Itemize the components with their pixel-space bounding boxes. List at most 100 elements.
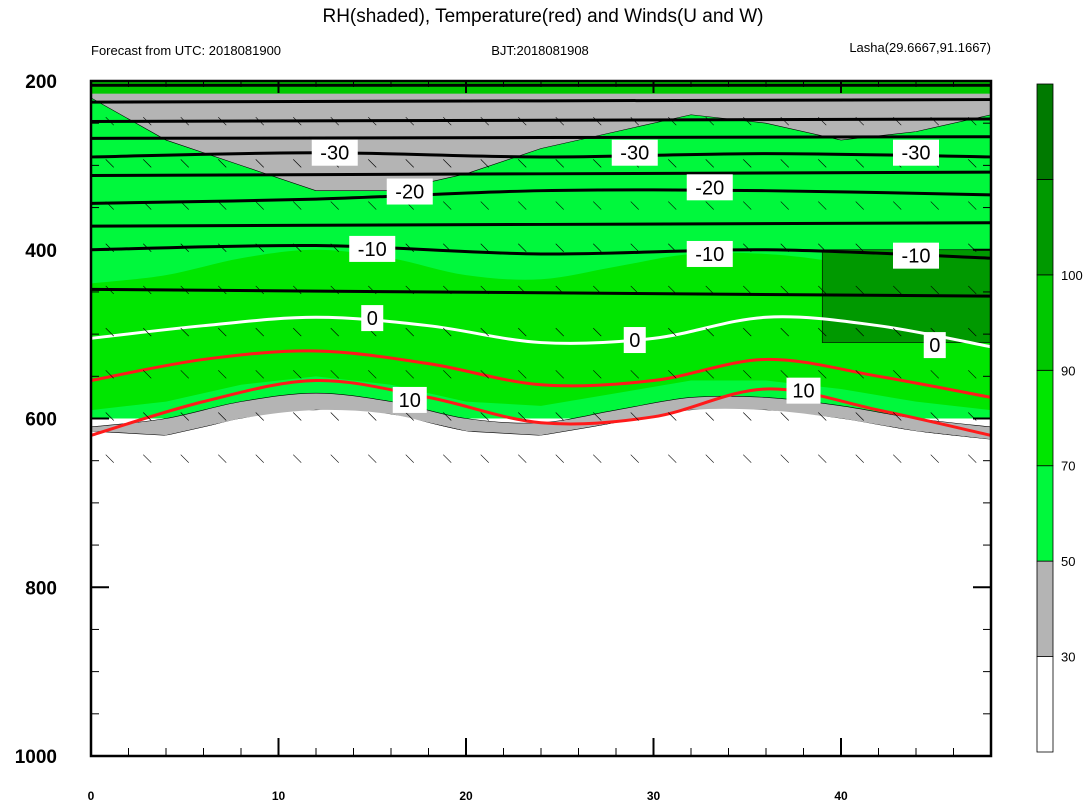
colorbar-label: 30 bbox=[1061, 650, 1075, 665]
wind-barb bbox=[405, 116, 414, 126]
wind-barb bbox=[368, 159, 377, 168]
wind-barb bbox=[105, 243, 114, 252]
wind-barb bbox=[968, 116, 977, 126]
wind-barb bbox=[668, 116, 677, 126]
contour-label: 0 bbox=[629, 330, 640, 352]
wind-barb bbox=[818, 285, 827, 295]
wind-barb bbox=[593, 412, 602, 421]
wind-barb bbox=[105, 285, 114, 295]
wind-barb bbox=[818, 159, 827, 168]
wind-barb bbox=[105, 201, 114, 210]
terrain-mask bbox=[91, 408, 991, 756]
wind-barb bbox=[968, 285, 977, 295]
wind-barb bbox=[930, 285, 939, 295]
wind-barb bbox=[743, 327, 752, 337]
contour-label: -30 bbox=[320, 143, 349, 165]
x-tick-label: 10 bbox=[272, 789, 286, 803]
wind-barb bbox=[480, 116, 489, 126]
wind-barb bbox=[443, 201, 452, 210]
wind-barb bbox=[743, 285, 752, 295]
wind-barb bbox=[143, 370, 152, 379]
contour-label: 10 bbox=[399, 390, 421, 412]
wind-barb bbox=[480, 201, 489, 210]
wind-barb bbox=[480, 243, 489, 252]
wind-barb bbox=[780, 412, 789, 421]
wind-barb bbox=[780, 327, 789, 337]
wind-barb bbox=[143, 412, 152, 421]
wind-barb bbox=[705, 116, 714, 126]
colorbar-label: 100 bbox=[1061, 268, 1083, 283]
wind-barb bbox=[855, 370, 864, 379]
wind-barb bbox=[443, 116, 452, 126]
colorbar-swatch bbox=[1036, 465, 1054, 562]
wind-barb bbox=[818, 116, 827, 126]
wind-barb bbox=[443, 159, 452, 168]
wind-barb bbox=[405, 285, 414, 295]
contour-label: -30 bbox=[620, 143, 649, 165]
wind-barb bbox=[480, 327, 489, 337]
wind-barb bbox=[443, 243, 452, 252]
wind-barb bbox=[930, 454, 939, 463]
wind-barb bbox=[218, 370, 227, 379]
wind-barb bbox=[480, 412, 489, 421]
wind-barb bbox=[593, 327, 602, 337]
wind-barb bbox=[143, 327, 152, 337]
colorbar-swatch bbox=[1036, 83, 1054, 180]
wind-barb bbox=[518, 159, 527, 168]
y-tick-label: 200 bbox=[25, 72, 57, 93]
wind-barb bbox=[518, 201, 527, 210]
wind-barb bbox=[668, 201, 677, 210]
wind-barb bbox=[780, 454, 789, 463]
temperature-contour-line bbox=[90, 379, 992, 437]
wind-barb bbox=[893, 116, 902, 126]
colorbar-label: 50 bbox=[1061, 554, 1075, 569]
wind-barb bbox=[293, 454, 302, 463]
wind-barb bbox=[293, 116, 302, 126]
wind-barb bbox=[518, 370, 527, 379]
wind-barb bbox=[705, 412, 714, 421]
wind-barb bbox=[180, 243, 189, 252]
contour-label-box bbox=[786, 377, 821, 404]
wind-barb bbox=[818, 201, 827, 210]
wind-barb bbox=[705, 370, 714, 379]
wind-barb bbox=[818, 327, 827, 337]
wind-barb bbox=[743, 116, 752, 126]
wind-barb bbox=[668, 243, 677, 252]
wind-barb bbox=[255, 285, 264, 295]
wind-barb bbox=[330, 116, 339, 126]
wind-barb bbox=[555, 370, 564, 379]
wind-barb bbox=[855, 285, 864, 295]
wind-barb bbox=[218, 116, 227, 126]
y-tick-label: 600 bbox=[25, 410, 57, 431]
wind-barb bbox=[555, 327, 564, 337]
contour-label: 10 bbox=[792, 381, 814, 403]
wind-barb bbox=[518, 116, 527, 126]
wind-barb bbox=[368, 285, 377, 295]
y-tick-label: 400 bbox=[25, 241, 57, 262]
wind-barb bbox=[855, 327, 864, 337]
wind-barb bbox=[368, 201, 377, 210]
wind-barb bbox=[818, 370, 827, 379]
wind-barb bbox=[218, 327, 227, 337]
wind-barb bbox=[930, 116, 939, 126]
contour-label-box bbox=[893, 242, 939, 269]
wind-barb bbox=[518, 285, 527, 295]
wind-barb bbox=[218, 243, 227, 252]
wind-barb bbox=[255, 243, 264, 252]
wind-barb bbox=[780, 370, 789, 379]
wind-barb bbox=[293, 327, 302, 337]
wind-barb bbox=[630, 243, 639, 252]
wind-barb bbox=[143, 285, 152, 295]
wind-barb bbox=[855, 201, 864, 210]
isotherm-black-line bbox=[90, 287, 992, 298]
wind-barb bbox=[368, 454, 377, 463]
temperature-contour-line bbox=[90, 349, 992, 399]
wind-barb bbox=[255, 370, 264, 379]
wind-barb bbox=[668, 412, 677, 421]
wind-barb bbox=[180, 412, 189, 421]
wind-barb bbox=[780, 116, 789, 126]
wind-barb bbox=[443, 454, 452, 463]
wind-barb bbox=[893, 370, 902, 379]
wind-barb bbox=[968, 201, 977, 210]
